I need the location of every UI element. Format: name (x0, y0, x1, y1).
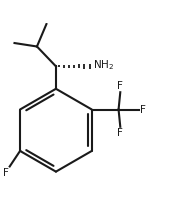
Text: F: F (140, 104, 146, 115)
Text: F: F (117, 128, 123, 138)
Text: F: F (3, 168, 9, 178)
Text: NH$_2$: NH$_2$ (93, 59, 114, 72)
Text: F: F (117, 81, 123, 91)
